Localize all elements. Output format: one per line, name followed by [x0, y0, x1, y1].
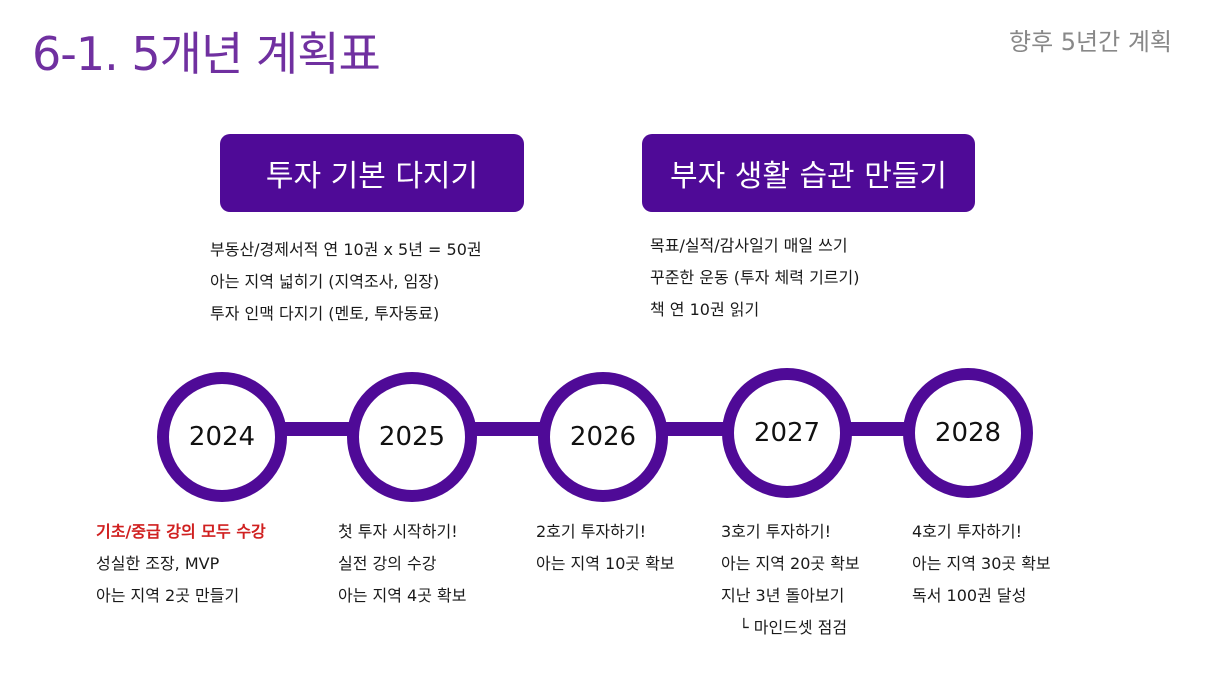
- list-item: 3호기 투자하기!: [721, 522, 831, 541]
- list-item: 독서 100권 달성: [912, 586, 1027, 605]
- list-item: 아는 지역 2곳 만들기: [96, 586, 240, 605]
- theme-box-rich-habits: 부자 생활 습관 만들기: [642, 134, 975, 212]
- timeline-connector: [845, 422, 910, 436]
- list-item-highlight: 기초/중급 강의 모두 수강: [96, 522, 266, 541]
- year-plan-2025: 첫 투자 시작하기! 실전 강의 수강 아는 지역 4곳 확보: [338, 516, 466, 612]
- year-plan-2028: 4호기 투자하기! 아는 지역 30곳 확보 독서 100권 달성: [912, 516, 1051, 612]
- year-circle-2024: 2024: [157, 372, 287, 502]
- year-plan-2024: 기초/중급 강의 모두 수강 성실한 조장, MVP 아는 지역 2곳 만들기: [96, 516, 266, 612]
- list-item: 아는 지역 10곳 확보: [536, 554, 675, 573]
- theme-box-investment-basics: 투자 기본 다지기: [220, 134, 524, 212]
- list-item: 실전 강의 수강: [338, 554, 437, 573]
- list-item: 성실한 조장, MVP: [96, 554, 220, 573]
- list-item: 꾸준한 운동 (투자 체력 기르기): [650, 268, 860, 287]
- timeline-connector: [660, 422, 730, 436]
- list-item: 책 연 10권 읽기: [650, 300, 760, 319]
- list-item: 목표/실적/감사일기 매일 쓰기: [650, 236, 848, 255]
- list-item: 첫 투자 시작하기!: [338, 522, 458, 541]
- page-title: 6-1. 5개년 계획표: [32, 27, 381, 81]
- list-item: 아는 지역 30곳 확보: [912, 554, 1051, 573]
- timeline-connector: [470, 422, 545, 436]
- year-circle-2027: 2027: [722, 368, 852, 498]
- theme-list-rich-habits: 목표/실적/감사일기 매일 쓰기 꾸준한 운동 (투자 체력 기르기) 책 연 …: [650, 230, 859, 326]
- list-item: 투자 인맥 다지기 (멘토, 투자동료): [210, 304, 440, 323]
- year-circle-2026: 2026: [538, 372, 668, 502]
- year-circle-2025: 2025: [347, 372, 477, 502]
- year-plan-2026: 2호기 투자하기! 아는 지역 10곳 확보: [536, 516, 675, 580]
- list-subitem: └ 마인드셋 점검: [739, 618, 848, 637]
- list-item: 아는 지역 4곳 확보: [338, 586, 467, 605]
- page-subtitle: 향후 5년간 계획: [1008, 28, 1172, 56]
- list-item: 지난 3년 돌아보기: [721, 586, 845, 605]
- theme-list-investment-basics: 부동산/경제서적 연 10권 x 5년 = 50권 아는 지역 넓히기 (지역조…: [210, 234, 482, 330]
- list-item: 아는 지역 넓히기 (지역조사, 임장): [210, 272, 440, 291]
- list-item: 아는 지역 20곳 확보: [721, 554, 860, 573]
- year-circle-2028: 2028: [903, 368, 1033, 498]
- year-plan-2027: 3호기 투자하기! 아는 지역 20곳 확보 지난 3년 돌아보기 └ 마인드셋…: [721, 516, 860, 644]
- list-item: 2호기 투자하기!: [536, 522, 646, 541]
- list-item: 부동산/경제서적 연 10권 x 5년 = 50권: [210, 240, 482, 259]
- timeline-connector: [280, 422, 350, 436]
- list-item: 4호기 투자하기!: [912, 522, 1022, 541]
